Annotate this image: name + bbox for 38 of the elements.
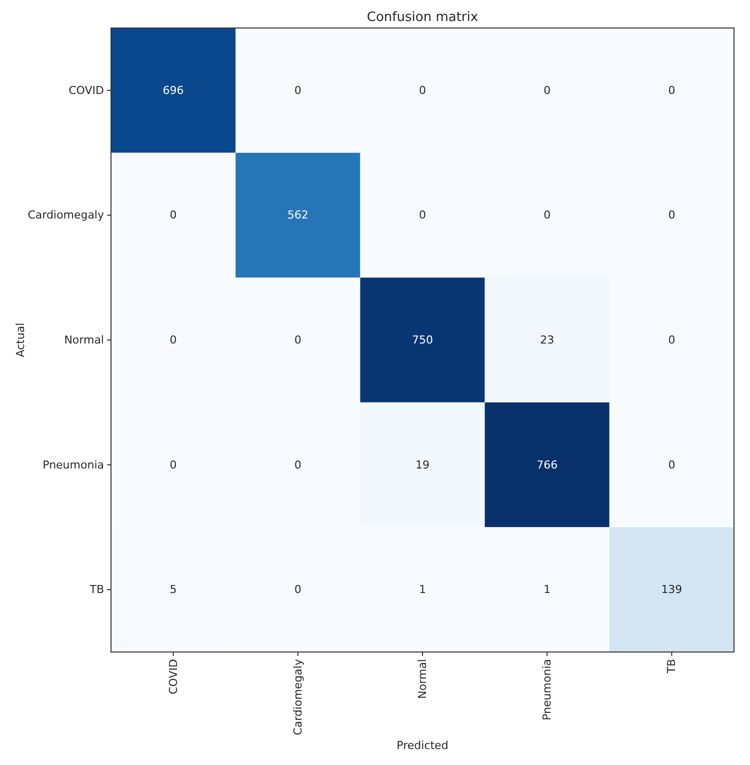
x-axis-title: Predicted: [396, 739, 448, 752]
data-label: 1: [544, 583, 551, 596]
data-label: 0: [668, 208, 676, 222]
y-tick-label: Cardiomegaly: [28, 208, 104, 222]
data-label: 0: [419, 84, 426, 97]
x-tick-label: Pneumonia: [540, 659, 554, 720]
chart-title: Confusion matrix: [366, 10, 478, 25]
x-tick-label: Normal: [416, 659, 429, 699]
y-tick-label: TB: [88, 583, 104, 596]
y-tick-label: Pneumonia: [42, 458, 104, 472]
data-label: 1: [419, 583, 426, 596]
y-tick-label: COVID: [68, 84, 104, 97]
x-tick-label: Cardiomegaly: [291, 658, 304, 736]
x-tick-label: COVID: [166, 659, 180, 694]
data-label: 750: [412, 334, 433, 346]
data-label: 0: [294, 583, 302, 596]
data-label: 0: [170, 458, 177, 472]
data-label: 0: [668, 84, 676, 97]
y-tick-label: Normal: [64, 334, 104, 346]
data-label: 0: [294, 334, 302, 346]
data-label: 766: [536, 458, 558, 472]
data-label: 19: [416, 458, 430, 472]
data-label: 0: [419, 208, 426, 222]
data-label: 23: [540, 334, 554, 346]
data-label: 0: [668, 458, 676, 472]
data-label: 0: [668, 334, 676, 346]
y-axis-title: Actual: [14, 322, 27, 358]
data-label: 139: [661, 583, 682, 596]
data-label: 0: [170, 334, 177, 346]
data-label: 0: [294, 84, 302, 97]
x-tick-label: TB: [665, 659, 678, 674]
data-label: 0: [544, 208, 551, 222]
data-label: 562: [287, 208, 308, 222]
data-label: 0: [170, 208, 177, 222]
data-label: 0: [544, 84, 551, 97]
data-label: 0: [294, 458, 302, 472]
data-label: 696: [162, 84, 184, 97]
data-label: 5: [170, 583, 177, 596]
